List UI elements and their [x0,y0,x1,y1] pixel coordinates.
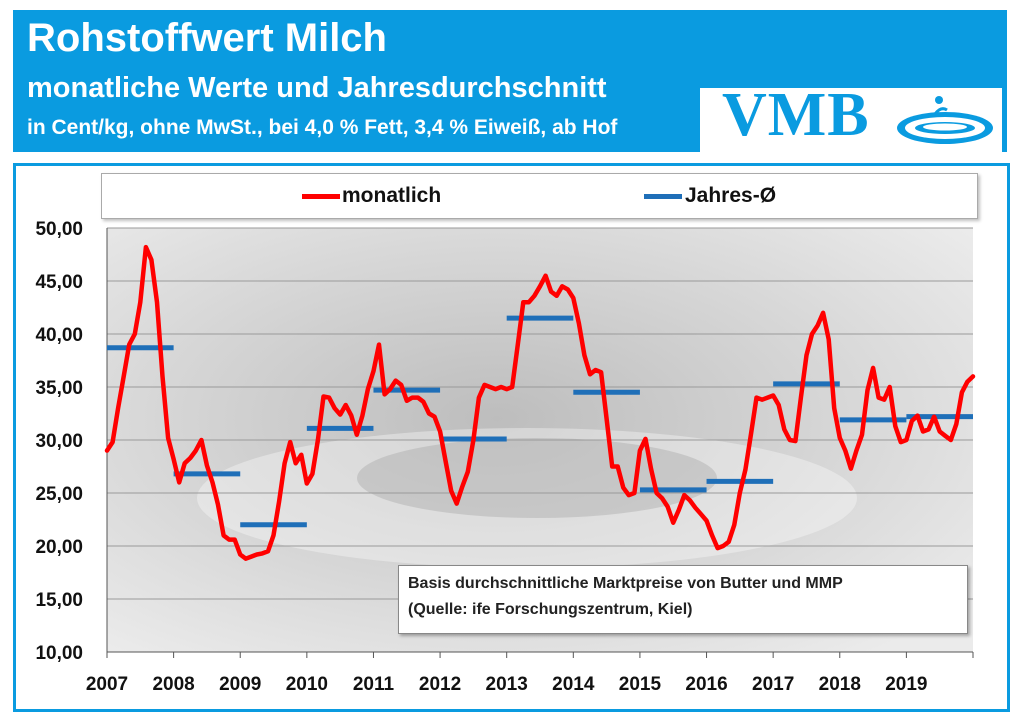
x-tick-label: 2007 [86,674,128,695]
x-tick-label: 2009 [219,674,261,695]
x-tick-label: 2010 [286,674,328,695]
legend-swatch-monthly [302,194,340,199]
y-tick-label: 10,00 [35,643,83,664]
header-banner: Rohstoffwert Milch monatliche Werte und … [13,10,1007,152]
source-note-line2: (Quelle: ife Forschungszentrum, Kiel) [408,601,693,618]
splash-highlight [197,428,857,568]
splash-shadow [357,438,717,518]
y-tick-label: 35,00 [35,378,83,399]
x-tick-label: 2013 [486,674,528,695]
y-tick-label: 25,00 [35,484,83,505]
y-tick-label: 45,00 [35,272,83,293]
source-note-line1: Basis durchschnittliche Marktpreise von … [408,575,843,592]
x-tick-label: 2011 [353,674,395,695]
page-subtitle: monatliche Werte und Jahresdurchschnitt [27,72,607,104]
legend-swatch-annual [644,194,682,199]
x-tick-label: 2012 [419,674,461,695]
milk-splash-icon [897,96,993,144]
y-tick-label: 30,00 [35,431,83,452]
page-title: Rohstoffwert Milch [27,16,387,60]
y-tick-label: 50,00 [35,219,83,240]
chart-legend: monatlich Jahres-Ø [101,173,978,219]
vmb-logo: VMB [700,81,1002,152]
logo-text: VMB [722,81,870,149]
x-tick-label: 2017 [752,674,794,695]
monthly-series [104,244,976,561]
source-note: Basis durchschnittliche Marktpreise von … [398,565,968,634]
x-tick-label: 2014 [552,674,595,695]
legend-label-monthly: monatlich [342,184,442,207]
x-tick-label: 2019 [885,674,927,695]
y-tick-label: 15,00 [35,590,83,611]
monthly-line [104,244,976,561]
x-axis: 2007 2008 2009 2010 2011 2012 2013 2014 2015 2016… [86,651,974,695]
legend-label-annual: Jahres-Ø [685,184,777,207]
y-tick-label: 40,00 [35,325,83,346]
x-tick-label: 2016 [685,674,727,695]
x-tick-label: 2018 [819,674,861,695]
x-tick-label: 2008 [152,674,194,695]
x-tick-label: 2015 [619,674,662,695]
units-note: in Cent/kg, ohne MwSt., bei 4,0 % Fett, … [27,116,618,139]
y-tick-label: 20,00 [35,537,83,558]
y-axis: 10,00 15,00 20,00 25,00 30,00 35,00 40,00 45,00… [35,219,108,664]
